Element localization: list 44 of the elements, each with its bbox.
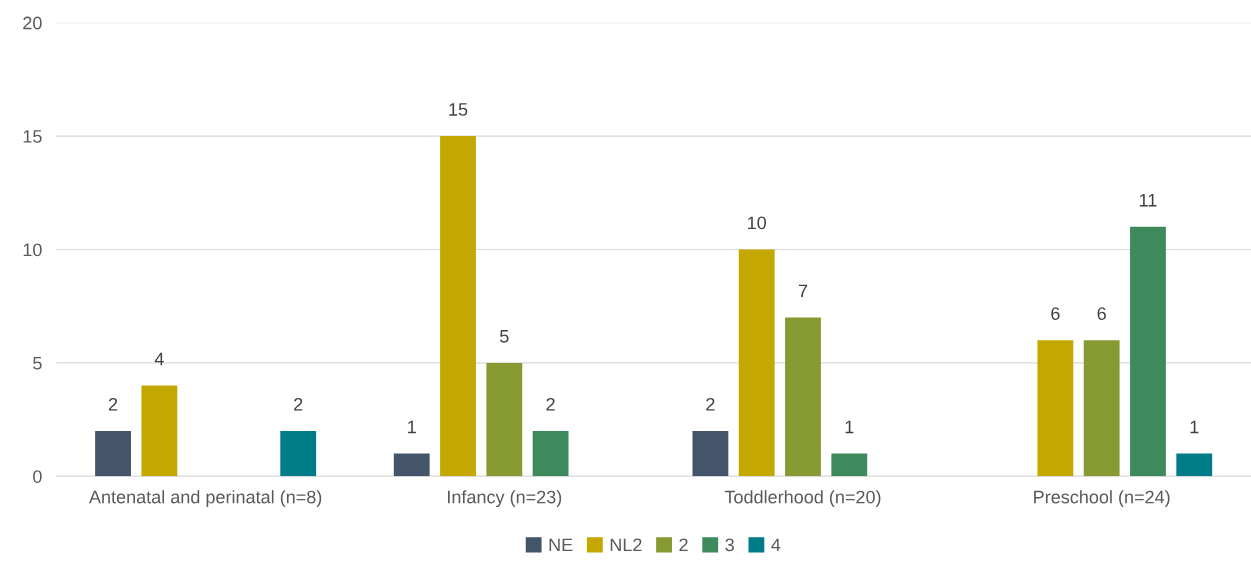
y-tick-label: 0 [33, 470, 42, 483]
x-tick-label: Toddlerhood (n=20) [724, 490, 881, 507]
bar [831, 453, 868, 477]
legend-label: NE [549, 538, 573, 552]
data-label: 11 [1139, 193, 1157, 207]
data-label: 2 [294, 397, 303, 411]
x-tick-label: Preschool (n=24) [1034, 490, 1170, 507]
bar [1083, 340, 1120, 477]
data-label: 2 [108, 397, 118, 411]
bar [280, 430, 317, 477]
data-label: 4 [154, 352, 164, 366]
data-label: 2 [546, 397, 555, 411]
x-tick-label: Infancy (n=23) [448, 490, 562, 507]
y-tick-label: 10 [23, 243, 42, 257]
legend-label: NL2 [610, 538, 642, 552]
bar [486, 362, 523, 477]
data-label: 1 [845, 420, 854, 434]
x-tick-label: Antenatal and perinatal (n=8) [88, 490, 322, 507]
bar [393, 453, 430, 477]
legend-label: 2 [679, 538, 688, 552]
data-label: 6 [1097, 307, 1106, 320]
bar [440, 136, 476, 477]
bar [532, 430, 569, 477]
y-tick-label: 15 [23, 130, 42, 143]
bar [95, 430, 131, 477]
bar [141, 385, 178, 477]
data-label: 1 [1190, 420, 1199, 434]
legend-label: 3 [725, 538, 734, 552]
data-label: 1 [408, 420, 416, 434]
bar [1176, 453, 1213, 477]
data-label: 7 [798, 284, 808, 298]
y-tick-label: 5 [33, 357, 42, 370]
data-label: 15 [449, 103, 468, 116]
bar [1037, 340, 1074, 477]
data-label: 6 [1051, 307, 1060, 320]
data-label: 10 [748, 216, 767, 230]
bar [1130, 226, 1166, 477]
legend-label: 4 [771, 538, 781, 552]
bar [738, 249, 775, 477]
data-label: 5 [500, 330, 509, 343]
bar [692, 430, 729, 477]
y-tick-label: 20 [23, 16, 42, 30]
bar [785, 317, 821, 477]
data-label: 2 [706, 397, 715, 411]
